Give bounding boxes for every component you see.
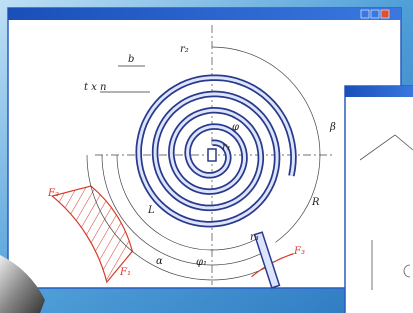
dimension-label: β bbox=[329, 122, 336, 133]
maximize-button[interactable] bbox=[371, 10, 379, 18]
dimension-label: F₂ bbox=[47, 188, 59, 199]
second-window bbox=[345, 86, 413, 313]
dimension-label: φ bbox=[232, 122, 239, 133]
dimension-label: F₁ bbox=[119, 267, 131, 278]
minimize-button[interactable] bbox=[361, 10, 369, 18]
dimension-label: r₂ bbox=[180, 44, 189, 55]
screenshot: b t x n r₂ r₁φ β R F₂ F₁ Lφ₁ α r₃ F₃ bbox=[0, 0, 413, 313]
dimension-label: R bbox=[311, 197, 320, 208]
dimension-label: L bbox=[147, 205, 155, 216]
page: bt x nr₂r₁φβRF₂F₁Lφ₁αr₃F₃ (() => { const… bbox=[0, 0, 413, 313]
dimension-label: φ₁ bbox=[196, 257, 207, 268]
title-bar[interactable] bbox=[8, 8, 401, 20]
dimension-label: r₃ bbox=[250, 232, 259, 243]
dimension-label: r₁ bbox=[222, 142, 231, 153]
dimension-label: F₃ bbox=[293, 246, 305, 257]
title-bar[interactable] bbox=[345, 86, 413, 97]
main-window bbox=[8, 8, 401, 288]
dimension-label: α bbox=[156, 256, 163, 267]
dimension-label: t x n bbox=[84, 82, 106, 93]
dimension-label: b bbox=[128, 54, 134, 65]
close-button[interactable] bbox=[381, 10, 389, 18]
window-frame bbox=[345, 86, 413, 313]
arbor bbox=[208, 149, 216, 161]
window-frame bbox=[8, 8, 401, 288]
